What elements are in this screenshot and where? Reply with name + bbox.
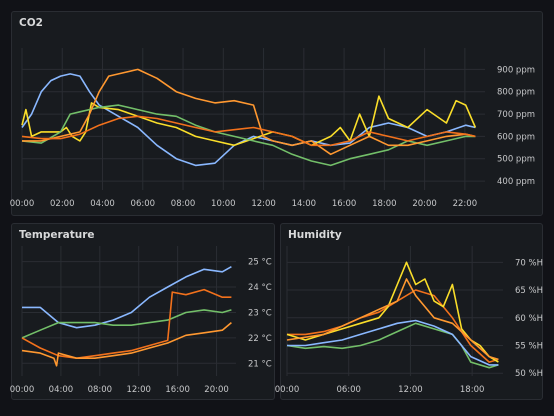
x-tick-label: 16:00 [165,385,190,395]
y-tick-label: 22 °C [248,334,272,344]
panel-title[interactable]: CO2 [19,17,43,29]
x-tick-label: 22:00 [453,199,478,209]
temperature-chart: 00:00 04:00 08:00 12:00 16:00 20:00 25 °C 24 °C… [10,246,272,395]
y-tick-label: 25 °C [248,258,272,268]
panel-title[interactable]: Humidity [288,229,342,241]
y-tick-label: 60 %H [515,314,543,324]
series-line-0 [286,322,499,369]
series-line-4 [286,278,499,361]
series-line-1 [287,319,499,366]
x-tick-label: 08:00 [171,199,196,209]
y-tick-label: 400 ppm [497,177,535,187]
x-tick-label: 00:00 [275,385,300,395]
panel-title[interactable]: Temperature [19,229,95,241]
x-tick-label: 04:00 [90,199,115,209]
y-tick-label: 900 ppm [497,65,535,75]
x-tick-label: 04:00 [49,385,74,395]
x-tick-label: 20:00 [204,385,229,395]
series-line-0 [22,266,232,329]
x-tick-label: 16:00 [332,199,357,209]
y-tick-label: 65 %H [515,286,543,296]
x-tick-label: 14:00 [292,199,317,209]
series-line-0 [21,73,476,167]
y-tick-label: 55 %H [515,342,543,352]
co2-panel: CO2 00:00 02:00 04:00 06:00 08:00 10:00 12:00 1… [10,11,543,216]
y-tick-label: 700 ppm [497,110,535,120]
series-line-4 [21,115,476,147]
humidity-chart: 00:00 06:00 12:00 18:00 70 %H 65 %H 60 %H 55 %H… [275,246,543,395]
x-tick-label: 08:00 [88,385,113,395]
y-tick-label: 24 °C [248,283,272,293]
series-line-2 [21,104,476,167]
series-line-3 [22,68,476,156]
x-tick-label: 12:00 [126,385,151,395]
x-tick-label: 12:00 [398,385,423,395]
y-tick-label: 500 ppm [497,155,535,165]
humidity-panel: Humidity 00:00 06:00 12:00 18:00 70 %H 65 %H 6… [275,223,543,400]
x-tick-label: 18:00 [460,385,485,395]
x-tick-label: 00:00 [10,199,35,209]
y-tick-label: 800 ppm [497,88,535,98]
x-tick-label: 18:00 [372,199,397,209]
y-tick-label: 600 ppm [497,132,535,142]
co2-chart: 00:00 02:00 04:00 06:00 08:00 10:00 12:00 14:00… [10,48,535,209]
y-tick-label: 70 %H [515,258,543,268]
x-tick-label: 12:00 [251,199,276,209]
series-line-2 [21,288,232,359]
x-tick-label: 02:00 [50,199,75,209]
series-line-3 [21,321,232,367]
y-tick-label: 50 %H [515,369,543,379]
series-line-1 [21,309,232,339]
x-tick-label: 20:00 [412,199,437,209]
x-tick-label: 00:00 [10,385,35,395]
temperature-panel: Temperature 00:00 04:00 08:00 12:00 16:00 20:… [10,223,275,400]
x-tick-label: 06:00 [131,199,156,209]
x-tick-label: 10:00 [211,199,236,209]
y-tick-label: 21 °C [248,359,272,369]
y-tick-label: 23 °C [248,308,272,318]
x-tick-label: 06:00 [336,385,361,395]
